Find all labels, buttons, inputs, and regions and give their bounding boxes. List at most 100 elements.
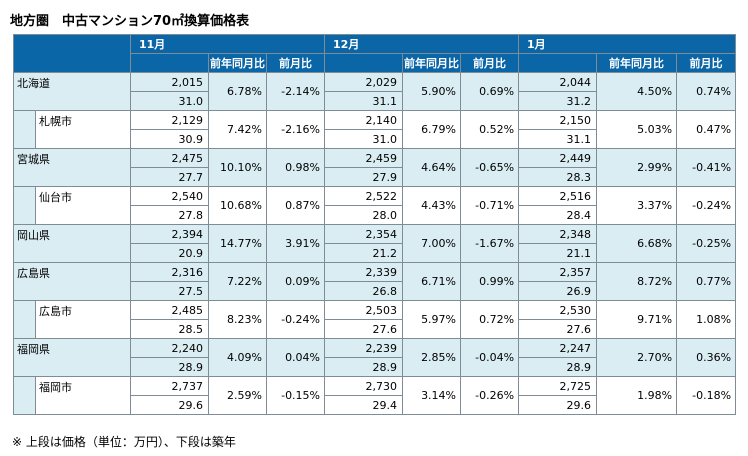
yoy-cell: 3.14%	[402, 376, 462, 415]
table-row: 広島県 2,316 7.22% 0.09% 2,339 6.71% 0.99% 2,357 8.…	[13, 262, 737, 301]
price-cell: 2,475	[130, 148, 209, 168]
age-cell: 20.9	[130, 243, 209, 263]
yoy-cell: 4.09%	[208, 338, 267, 377]
region-name: 岡山県	[13, 224, 131, 263]
yoy-cell: 10.68%	[208, 186, 267, 225]
price-cell: 2,485	[130, 300, 209, 320]
mom-cell: 0.72%	[460, 300, 520, 339]
header-blank	[324, 53, 404, 73]
mom-cell: -0.26%	[460, 376, 520, 415]
mom-cell: 1.08%	[676, 300, 737, 339]
yoy-cell: 4.64%	[402, 148, 462, 187]
mom-cell: 0.69%	[460, 72, 520, 111]
mom-cell: 0.99%	[460, 262, 520, 301]
mom-cell: 0.52%	[460, 110, 520, 149]
mom-cell: 0.87%	[265, 186, 326, 225]
table-row: 20.9 21.2 21.1	[14, 243, 736, 263]
price-cell: 2,503	[324, 300, 404, 320]
table-row: 30.9 31.0 31.1	[14, 129, 736, 149]
region-name: 福岡県	[13, 338, 131, 377]
yoy-cell: 2.70%	[596, 338, 678, 377]
mom-cell: -0.15%	[265, 376, 326, 415]
region-name: 広島市	[35, 300, 131, 339]
age-cell: 29.6	[518, 395, 598, 415]
price-cell: 2,140	[324, 110, 404, 130]
mom-cell: 0.04%	[265, 338, 326, 377]
price-cell: 2,459	[324, 148, 404, 168]
mom-cell: 0.77%	[676, 262, 737, 301]
price-cell: 2,449	[518, 148, 598, 168]
yoy-cell: 6.78%	[208, 72, 267, 111]
price-cell: 2,394	[130, 224, 209, 244]
mom-cell: -0.24%	[265, 300, 326, 339]
age-cell: 27.9	[324, 167, 404, 187]
yoy-cell: 1.98%	[596, 376, 678, 415]
yoy-cell: 8.23%	[208, 300, 267, 339]
yoy-cell: 2.59%	[208, 376, 267, 415]
indent-cell	[13, 186, 36, 225]
month-header: 12月	[324, 34, 520, 54]
age-cell: 31.0	[130, 91, 209, 111]
yoy-cell: 7.00%	[402, 224, 462, 263]
table-row: 岡山県 2,394 14.77% 3.91% 2,354 7.00% -1.67% 2,348…	[13, 224, 737, 263]
mom-cell: -0.24%	[676, 186, 737, 225]
price-cell: 2,354	[324, 224, 404, 244]
table-row: 28.9 28.9 28.9	[14, 357, 736, 377]
table-row: 福岡県 2,240 4.09% 0.04% 2,239 2.85% -0.04% 2,247 2…	[13, 338, 737, 377]
price-cell: 2,540	[130, 186, 209, 206]
age-cell: 21.2	[324, 243, 404, 263]
price-cell: 2,240	[130, 338, 209, 358]
mom-header: 前月比	[265, 53, 326, 73]
price-cell: 2,725	[518, 376, 598, 396]
age-cell: 28.9	[130, 357, 209, 377]
table-row: 札幌市 2,129 7.42% -2.16% 2,140 6.79% 0.52% 2,150 5…	[13, 110, 737, 149]
price-cell: 2,044	[518, 72, 598, 92]
age-cell: 31.2	[518, 91, 598, 111]
price-cell: 2,357	[518, 262, 598, 282]
table-row: 宮城県 2,475 10.10% 0.98% 2,459 4.64% -0.65% 2,449…	[13, 148, 737, 187]
indent-cell	[13, 300, 36, 339]
yoy-cell: 2.85%	[402, 338, 462, 377]
region-name: 福岡市	[35, 376, 131, 415]
mom-cell: 0.36%	[676, 338, 737, 377]
price-cell: 2,737	[130, 376, 209, 396]
header-blank	[130, 53, 209, 73]
mom-cell: -0.25%	[676, 224, 737, 263]
yoy-cell: 9.71%	[596, 300, 678, 339]
price-cell: 2,239	[324, 338, 404, 358]
age-cell: 26.9	[518, 281, 598, 301]
region-name: 宮城県	[13, 148, 131, 187]
price-cell: 2,730	[324, 376, 404, 396]
mom-cell: 3.91%	[265, 224, 326, 263]
age-cell: 27.7	[130, 167, 209, 187]
price-cell: 2,247	[518, 338, 598, 358]
age-cell: 26.8	[324, 281, 404, 301]
yoy-cell: 5.97%	[402, 300, 462, 339]
mom-cell: -2.16%	[265, 110, 326, 149]
table-row: 28.5 27.6 27.6	[14, 319, 736, 339]
yoy-cell: 7.22%	[208, 262, 267, 301]
yoy-cell: 2.99%	[596, 148, 678, 187]
yoy-header: 前年同月比	[402, 53, 462, 73]
yoy-cell: 6.79%	[402, 110, 462, 149]
mom-header: 前月比	[676, 53, 737, 73]
table-row: 仙台市 2,540 10.68% 0.87% 2,522 4.43% -0.71% 2,516…	[13, 186, 737, 225]
age-cell: 30.9	[130, 129, 209, 149]
month-header: 11月	[129, 34, 326, 54]
age-cell: 31.0	[324, 129, 404, 149]
yoy-cell: 8.72%	[596, 262, 678, 301]
mom-cell: -0.04%	[460, 338, 520, 377]
yoy-cell: 5.90%	[402, 72, 462, 111]
header-blank	[518, 53, 598, 73]
table-row: 27.5 26.8 26.9	[14, 281, 736, 301]
mom-cell: -2.14%	[265, 72, 326, 111]
price-cell: 2,015	[130, 72, 209, 92]
mom-cell: 0.74%	[676, 72, 737, 111]
age-cell: 27.6	[324, 319, 404, 339]
price-cell: 2,348	[518, 224, 598, 244]
yoy-cell: 10.10%	[208, 148, 267, 187]
yoy-cell: 5.03%	[596, 110, 678, 149]
indent-cell	[13, 110, 36, 149]
table-header: 11月 12月 1月 前年同月比 前月比 前年同月比 前月比 前年同月比 前月比	[13, 34, 737, 73]
mom-cell: -0.18%	[676, 376, 737, 415]
